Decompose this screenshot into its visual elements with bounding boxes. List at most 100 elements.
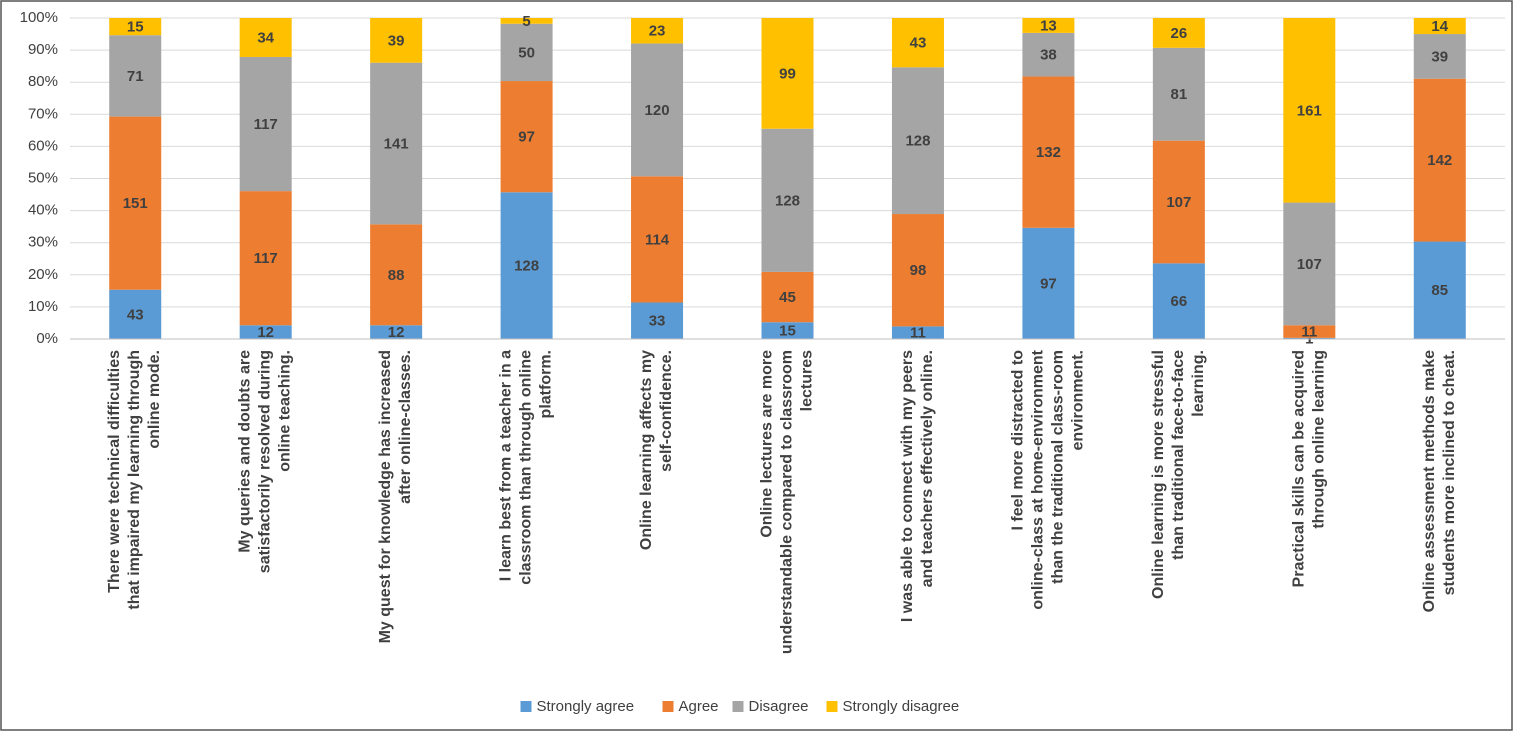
data-label: 50	[518, 44, 535, 61]
x-tick-label: Online learning is more stressful than tr…	[1150, 350, 1207, 599]
bar-segment	[761, 18, 814, 129]
bar-segment	[1152, 47, 1205, 141]
data-label: 141	[384, 136, 409, 153]
data-label: 26	[1171, 25, 1188, 42]
bar-segment	[1413, 18, 1466, 35]
bar-segment	[631, 43, 684, 177]
data-label: 97	[1040, 275, 1057, 292]
bar-segment	[1283, 18, 1336, 203]
data-label: 99	[779, 65, 796, 82]
data-label: 117	[254, 116, 278, 133]
data-label: 98	[910, 262, 927, 279]
legend-swatch	[732, 701, 744, 712]
x-tick-label: My quest for knowledge has increased afte…	[377, 350, 414, 643]
bar-segment	[109, 18, 162, 36]
bar-segment	[370, 62, 423, 225]
data-label: 14	[1431, 18, 1448, 35]
bar-segment	[109, 35, 162, 117]
data-label: 128	[775, 192, 800, 209]
bar-segment	[239, 56, 292, 192]
data-label: 128	[514, 258, 539, 275]
y-tick-label: 70%	[28, 105, 58, 122]
bar-segment	[239, 18, 292, 57]
legend-swatch	[662, 701, 674, 712]
legend-swatch	[826, 701, 838, 712]
bar-segment	[891, 67, 944, 215]
bar-segment	[370, 224, 423, 326]
data-label: 12	[388, 324, 405, 341]
data-label: 45	[779, 289, 796, 306]
bar-segment	[1022, 18, 1075, 33]
data-label: 107	[1297, 256, 1322, 273]
data-label: 5	[522, 13, 530, 30]
bar-segment	[1413, 241, 1466, 339]
bar-segment	[761, 271, 814, 323]
data-label: 132	[1036, 144, 1061, 161]
data-label: 39	[388, 32, 405, 49]
data-label: 11	[910, 325, 926, 342]
bar-segment	[500, 18, 553, 24]
data-label: 161	[1297, 102, 1322, 119]
x-tick-label: Online assessment methods make students m…	[1421, 350, 1458, 612]
bar-segment	[891, 214, 944, 327]
bar-segment	[370, 18, 423, 63]
bar-segment	[1152, 140, 1205, 264]
data-label: 38	[1040, 47, 1057, 64]
x-tick-label: I feel more distracted to online-class at…	[1010, 349, 1087, 609]
x-tick-label: I learn best from a teacher in a classroo…	[498, 350, 555, 585]
data-label: 66	[1171, 293, 1188, 310]
bar-segment	[1283, 337, 1336, 339]
x-tick-label: There were technical difficulties that im…	[106, 350, 163, 610]
bar-segment	[109, 116, 162, 290]
bar-segment	[631, 18, 684, 44]
data-label: 23	[649, 23, 666, 40]
bar-segment	[1152, 18, 1205, 48]
legend-label: Agree	[679, 698, 719, 715]
data-label: 81	[1171, 86, 1188, 103]
y-tick-label: 80%	[28, 73, 58, 90]
data-label: 88	[388, 267, 405, 284]
data-label: 33	[649, 313, 666, 330]
data-label: 39	[1431, 48, 1448, 65]
legend-label: Strongly agree	[537, 698, 635, 715]
data-label: 107	[1166, 194, 1191, 211]
bar-segment	[500, 81, 553, 193]
y-tick-label: 50%	[28, 169, 58, 186]
legend-label: Strongly disagree	[843, 698, 960, 715]
data-label: 43	[127, 306, 144, 323]
legend-label: Disagree	[749, 698, 809, 715]
bar-segment	[761, 128, 814, 272]
x-tick-label: Online learning affects my self-confidenc…	[638, 350, 675, 550]
x-tick-label: I was able to connect with my peers and t…	[899, 350, 936, 622]
bar-segment	[1022, 32, 1075, 77]
data-label: 71	[127, 68, 144, 85]
y-tick-label: 10%	[28, 298, 58, 315]
bar-segment	[1152, 263, 1205, 339]
data-label: 15	[779, 323, 796, 340]
bar-segment	[239, 191, 292, 326]
data-label: 151	[123, 195, 148, 212]
bar-segment	[891, 326, 944, 339]
data-label: 128	[905, 133, 930, 150]
data-label: 13	[1040, 17, 1057, 34]
data-label: 120	[645, 102, 670, 119]
bar-segment	[631, 176, 684, 303]
data-label: 15	[127, 19, 144, 36]
data-label: 43	[910, 35, 927, 52]
bar-segment	[761, 322, 814, 339]
y-tick-label: 90%	[28, 41, 58, 58]
bar-segment	[500, 192, 553, 339]
data-label: 11	[1301, 324, 1317, 341]
bar-segment	[239, 325, 292, 339]
data-label: 117	[254, 250, 278, 267]
data-label: 34	[257, 29, 274, 46]
data-label: 97	[518, 129, 535, 146]
x-tick-label: Practical skills can be acquired through …	[1291, 350, 1328, 587]
x-tick-label: Online lectures are more understandable c…	[759, 350, 816, 654]
legend-swatch	[520, 701, 532, 712]
y-tick-label: 60%	[28, 137, 58, 154]
bar-segment	[891, 18, 944, 68]
bar-segment	[1022, 227, 1075, 339]
bar-segment	[1283, 325, 1336, 338]
